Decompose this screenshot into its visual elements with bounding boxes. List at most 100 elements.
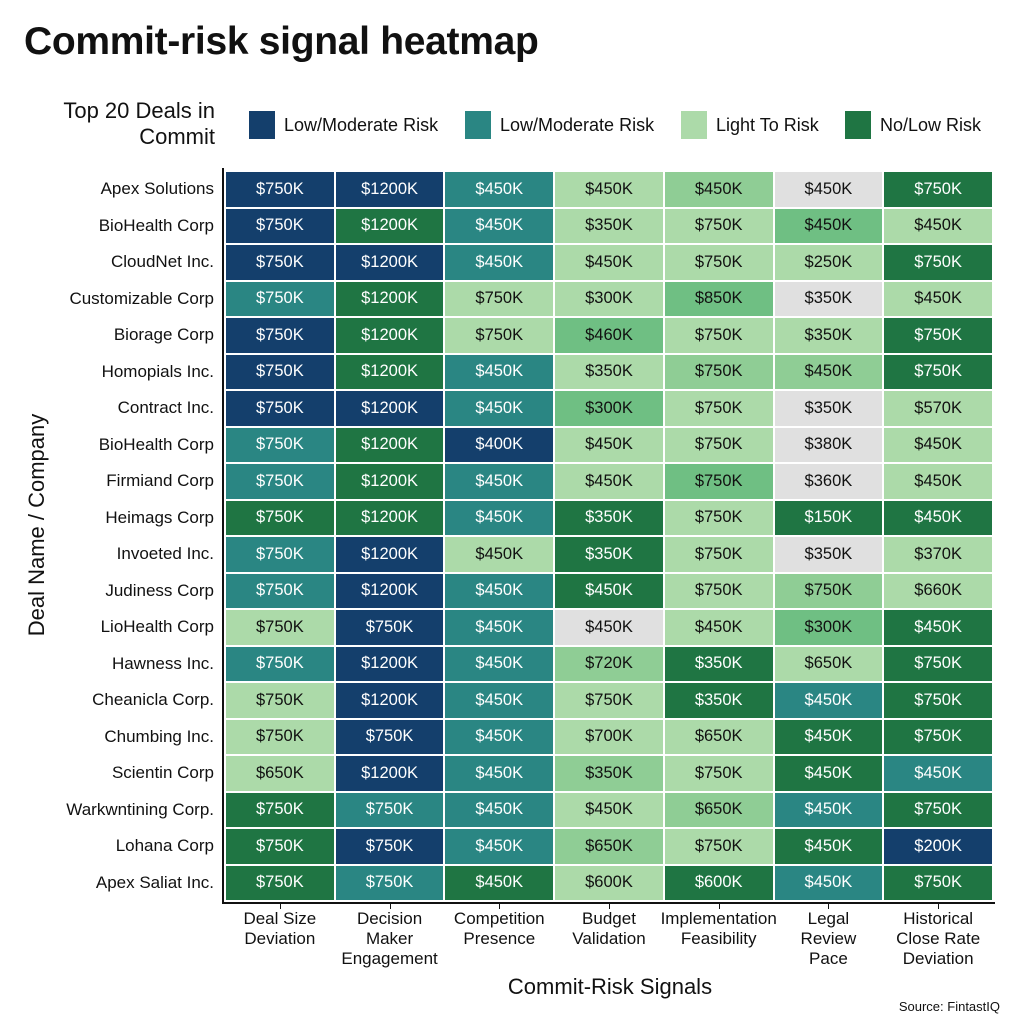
heatmap-cell: $650K bbox=[225, 755, 335, 792]
heatmap-cell: $1200K bbox=[334, 171, 445, 208]
heatmap-cell: $750K bbox=[663, 572, 774, 609]
row-label: CloudNet Inc. bbox=[111, 252, 214, 272]
heatmap-cell: $450K bbox=[773, 864, 884, 901]
heatmap-cell: $450K bbox=[444, 864, 555, 901]
row-label: Hawness Inc. bbox=[111, 653, 214, 673]
heatmap-cell: $650K bbox=[554, 828, 664, 865]
heatmap-cell: $750K bbox=[225, 280, 335, 317]
heatmap-cell: $1200K bbox=[334, 244, 445, 281]
heatmap-cell: $450K bbox=[773, 755, 884, 792]
heatmap-cell: $750K bbox=[663, 463, 774, 500]
heatmap-cell: $350K bbox=[554, 207, 664, 244]
row-label: Invoeted Inc. bbox=[116, 544, 214, 564]
column-label: Competition Presence bbox=[453, 909, 545, 948]
heatmap-cell: $450K bbox=[883, 207, 993, 244]
heatmap-cell: $350K bbox=[554, 536, 664, 573]
heatmap-cell: $750K bbox=[883, 718, 993, 755]
heatmap-cell: $750K bbox=[663, 828, 774, 865]
heatmap-cell: $150K bbox=[773, 499, 884, 536]
heatmap-cell: $450K bbox=[773, 207, 884, 244]
row-label: Heimags Corp bbox=[105, 507, 214, 527]
x-axis-line bbox=[222, 902, 995, 904]
heatmap-cell: $450K bbox=[883, 280, 993, 317]
heatmap-cell: $750K bbox=[663, 244, 774, 281]
heatmap-cell: $450K bbox=[444, 207, 555, 244]
x-tick bbox=[828, 903, 830, 909]
heatmap-cell: $350K bbox=[554, 755, 664, 792]
heatmap-cell: $650K bbox=[663, 791, 774, 828]
row-label: Firmiand Corp bbox=[106, 471, 214, 491]
legend-item-dark-green: No/Low Risk bbox=[845, 111, 981, 139]
heatmap-cell: $750K bbox=[225, 207, 335, 244]
row-label: LioHealth Corp bbox=[100, 617, 214, 637]
heatmap-cell: $300K bbox=[554, 390, 664, 427]
heatmap-cell: $750K bbox=[663, 353, 774, 390]
heatmap-cell: $450K bbox=[444, 244, 555, 281]
row-label: Apex Saliat Inc. bbox=[95, 872, 214, 892]
heatmap-cell: $750K bbox=[334, 828, 445, 865]
heatmap-cell: $450K bbox=[444, 718, 555, 755]
heatmap-cell: $370K bbox=[883, 536, 993, 573]
heatmap-cell: $450K bbox=[663, 609, 774, 646]
heatmap-cell: $350K bbox=[773, 280, 884, 317]
y-axis-line bbox=[222, 168, 224, 904]
heatmap-cell: $450K bbox=[554, 244, 664, 281]
heatmap-cell: $750K bbox=[554, 682, 664, 719]
heatmap-cell: $450K bbox=[773, 353, 884, 390]
heatmap-cell: $750K bbox=[334, 791, 445, 828]
row-label: Judiness Corp bbox=[105, 580, 214, 600]
column-label: Decision Maker Engagement bbox=[341, 909, 438, 968]
heatmap-cell: $350K bbox=[773, 317, 884, 354]
heatmap-cell: $1200K bbox=[334, 207, 445, 244]
heatmap-cell: $750K bbox=[225, 864, 335, 901]
heatmap-cell: $1200K bbox=[334, 682, 445, 719]
heatmap-cell: $450K bbox=[444, 828, 555, 865]
heatmap-cell: $450K bbox=[554, 426, 664, 463]
heatmap-cell: $750K bbox=[334, 718, 445, 755]
heatmap-cell: $450K bbox=[883, 755, 993, 792]
row-label: Warkwntining Corp. bbox=[66, 799, 214, 819]
heatmap-cell: $450K bbox=[883, 609, 993, 646]
heatmap-cell: $750K bbox=[225, 317, 335, 354]
heatmap-cell: $450K bbox=[444, 463, 555, 500]
row-label: BioHealth Corp bbox=[98, 434, 214, 454]
heatmap-cell: $750K bbox=[883, 864, 993, 901]
heatmap-cell: $750K bbox=[663, 755, 774, 792]
heatmap-cell: $1200K bbox=[334, 572, 445, 609]
heatmap-cell: $750K bbox=[225, 645, 335, 682]
legend-swatch bbox=[249, 111, 275, 139]
heatmap-cell: $750K bbox=[225, 171, 335, 208]
source-note: Source: FintastIQ bbox=[898, 999, 1000, 1014]
heatmap-cell: $450K bbox=[773, 828, 884, 865]
row-label: Chumbing Inc. bbox=[104, 726, 214, 746]
y-axis-title: Deal Name / Company bbox=[24, 413, 49, 637]
heatmap-cell: $750K bbox=[334, 864, 445, 901]
heatmap-cell: $200K bbox=[883, 828, 993, 865]
heatmap-cell: $450K bbox=[773, 682, 884, 719]
heatmap-cell: $350K bbox=[663, 682, 774, 719]
heatmap-cell: $450K bbox=[663, 171, 774, 208]
x-tick bbox=[718, 903, 720, 909]
heatmap-cell: $1200K bbox=[334, 536, 445, 573]
chart-title: Commit-risk signal heatmap bbox=[24, 20, 539, 63]
heatmap-cell: $750K bbox=[663, 207, 774, 244]
heatmap-cell: $750K bbox=[883, 171, 993, 208]
legend-title: Top 20 Deals in Commit bbox=[63, 98, 215, 149]
heatmap-grid: $750K $1200K $450K $450K $450K $450K $750K $750… bbox=[225, 171, 993, 901]
heatmap-cell: $750K bbox=[663, 426, 774, 463]
heatmap-cell: $1200K bbox=[334, 353, 445, 390]
heatmap-cell: $750K bbox=[444, 317, 555, 354]
heatmap-cell: $750K bbox=[225, 499, 335, 536]
row-label: Scientin Corp bbox=[111, 763, 214, 783]
heatmap-cell: $1200K bbox=[334, 499, 445, 536]
heatmap-cell: $570K bbox=[883, 390, 993, 427]
legend-label: No/Low Risk bbox=[880, 114, 982, 135]
heatmap-cell: $750K bbox=[663, 536, 774, 573]
legend-item-light: Light To Risk bbox=[681, 111, 819, 139]
heatmap-cell: $450K bbox=[883, 463, 993, 500]
heatmap-cell: $450K bbox=[554, 609, 664, 646]
heatmap-cell: $600K bbox=[663, 864, 774, 901]
heatmap-cell: $750K bbox=[225, 572, 335, 609]
heatmap-cell: $750K bbox=[883, 353, 993, 390]
heatmap-cell: $1200K bbox=[334, 317, 445, 354]
